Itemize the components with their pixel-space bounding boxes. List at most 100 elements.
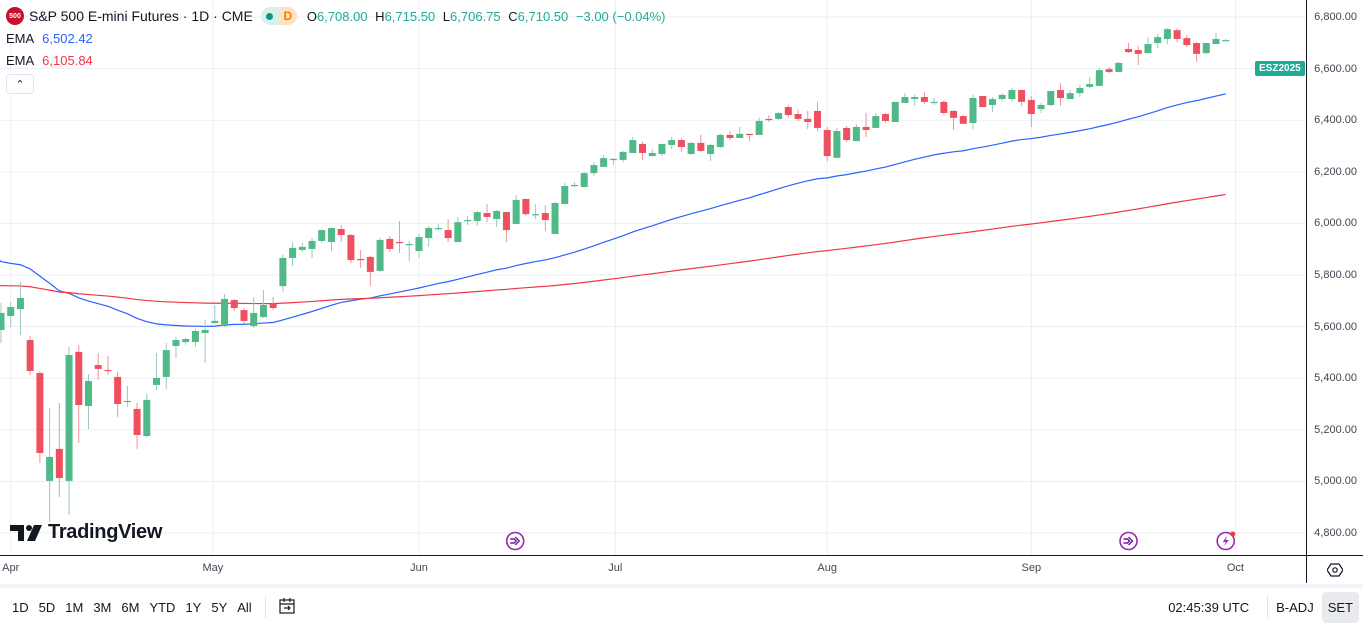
candle-down [940, 101, 948, 113]
candle-down [75, 351, 83, 406]
candle-up [512, 199, 520, 224]
candle-up [775, 112, 783, 119]
range-button-5y[interactable]: 5Y [211, 599, 228, 615]
symbol-title[interactable]: S&P 500 E-mini Futures · 1D · CME [29, 8, 253, 24]
candle-down [366, 256, 374, 272]
time-tick-label: Sep [1021, 562, 1042, 574]
candle-up [7, 306, 15, 317]
candle-down [784, 107, 792, 116]
low-value: 6,706.75 [450, 8, 501, 24]
date-range-button[interactable] [274, 597, 300, 618]
candle-up [259, 304, 267, 318]
candle-up [648, 152, 656, 157]
candle-down [240, 310, 248, 321]
range-button-3m[interactable]: 3M [93, 599, 112, 615]
candle-up [755, 120, 763, 135]
candle-up [901, 96, 909, 103]
candle-up [201, 329, 209, 334]
candle-up [1086, 84, 1094, 87]
open-value: 6,708.00 [316, 8, 368, 24]
price-tick-label: 5,600.00 [1314, 320, 1357, 333]
time-axis[interactable]: Apr May Jun Jul Aug Sep Oct [0, 555, 1306, 583]
candle-up [716, 134, 724, 148]
high-value: 6,715.50 [384, 8, 436, 24]
candle-up [1047, 91, 1055, 105]
indicator-ema-slow[interactable]: EMA 6,105.84 [6, 52, 93, 68]
candle-up [464, 220, 472, 222]
tradingview-logo[interactable]: TradingView [10, 521, 162, 544]
candle-down [1134, 50, 1142, 54]
price-axis[interactable]: 4,800.00 5,000.00 5,200.00 5,400.00 5,600.00… [1306, 0, 1363, 583]
dividend-event-icon[interactable] [1119, 531, 1138, 551]
candle-up [600, 158, 608, 167]
candle-up [493, 211, 501, 220]
price-tick-label: 5,400.00 [1314, 372, 1357, 385]
candle-down [1027, 100, 1035, 115]
price-tick-label: 6,800.00 [1314, 11, 1357, 23]
range-button-ytd[interactable]: YTD [149, 599, 176, 615]
candle-up [143, 399, 151, 436]
candle-down [269, 303, 277, 309]
price-tick-label: 5,000.00 [1314, 475, 1357, 488]
candle-down [959, 116, 967, 124]
delayed-badge: D [278, 7, 297, 25]
candle-down [133, 408, 141, 435]
candle-down [541, 213, 549, 221]
candle-down [230, 300, 238, 309]
candle-up [211, 320, 219, 323]
candle-up [1037, 104, 1045, 110]
clock-time[interactable]: 02:45:39 UTC [1168, 599, 1250, 615]
candle-up [707, 144, 715, 154]
candle-down [765, 118, 773, 121]
candle-up [162, 350, 170, 377]
price-tick-label: 6,000.00 [1314, 217, 1357, 230]
candle-up [376, 239, 384, 271]
earnings-event-icon[interactable] [1216, 531, 1236, 551]
chevron-up-icon: ⌃ [15, 78, 25, 91]
candle-down [1056, 90, 1064, 99]
candle-down [1105, 69, 1113, 72]
candle-up [1212, 38, 1220, 45]
candle-down [26, 340, 34, 371]
range-button-6m[interactable]: 6M [121, 599, 140, 615]
candle-down [444, 230, 452, 239]
range-button-5d[interactable]: 5D [38, 599, 56, 615]
candle-down [697, 142, 705, 151]
chart-settings-button[interactable] [1306, 555, 1363, 583]
candle-up [1202, 43, 1210, 54]
candle-up [172, 340, 180, 346]
divider [264, 596, 266, 618]
candle-down [823, 130, 831, 157]
price-tick-label: 6,600.00 [1314, 62, 1357, 75]
candle-up [590, 165, 598, 174]
candle-up [580, 173, 588, 188]
bottom-toolbar: 1D 5D 1M 3M 6M YTD 1Y 5Y All 02:45:39 UTC B-ADJ … [0, 584, 1363, 626]
candle-up [1144, 44, 1152, 54]
range-button-1d[interactable]: 1D [12, 599, 29, 615]
candle-up [911, 96, 919, 100]
session-button[interactable]: SET [1321, 591, 1359, 623]
adjustment-button[interactable]: B-ADJ [1276, 599, 1314, 615]
range-button-1m[interactable]: 1M [65, 599, 84, 615]
candle-down [677, 140, 685, 148]
candle-down [1183, 38, 1191, 46]
candle-up [1076, 87, 1084, 94]
candle-up [1222, 40, 1230, 42]
candle-down [104, 369, 112, 372]
candle-down [386, 238, 394, 249]
dividend-event-icon[interactable] [505, 531, 525, 551]
candle-up [0, 312, 5, 330]
indicator-ema-fast[interactable]: EMA 6,502.42 [6, 30, 93, 46]
candle-up [570, 184, 578, 187]
candle-down [979, 95, 987, 108]
market-status-badge[interactable]: D [260, 7, 297, 25]
candle-up [46, 456, 54, 481]
candle-down [920, 96, 928, 102]
candle-up [561, 185, 569, 205]
close-value: 6,710.50 [517, 8, 569, 24]
candle-down [483, 213, 491, 217]
collapse-legend-button[interactable]: ⌃ [6, 74, 34, 94]
candle-up [123, 400, 131, 403]
range-button-1y[interactable]: 1Y [185, 599, 202, 615]
range-button-all[interactable]: All [237, 599, 252, 615]
